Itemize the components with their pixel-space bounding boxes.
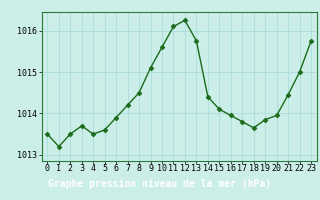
Text: Graphe pression niveau de la mer (hPa): Graphe pression niveau de la mer (hPa) [48, 179, 272, 189]
